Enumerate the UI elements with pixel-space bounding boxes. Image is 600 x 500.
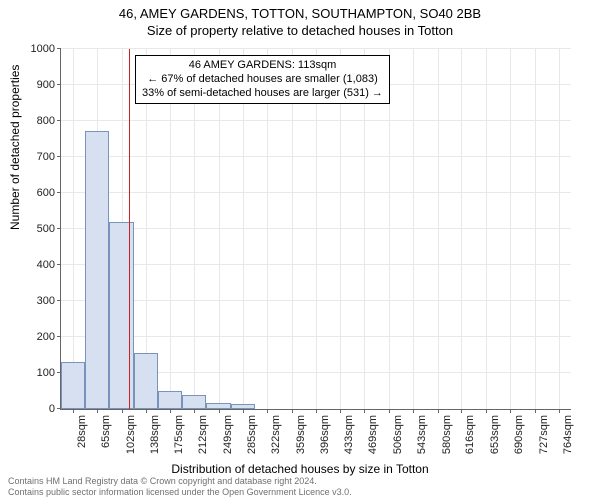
xtick-label: 359sqm (295, 415, 307, 465)
histogram-bar (231, 404, 255, 409)
xtick-label: 469sqm (367, 415, 379, 465)
ytick-mark (57, 300, 61, 301)
gridline-v (510, 49, 511, 409)
xtick-label: 764sqm (562, 415, 574, 465)
gridline-v (73, 49, 74, 409)
histogram-bar (61, 362, 85, 409)
xtick-label: 102sqm (125, 415, 137, 465)
ytick-label: 0 (15, 403, 55, 415)
ytick-mark (57, 264, 61, 265)
xtick-mark (146, 409, 147, 413)
xtick-label: 212sqm (197, 415, 209, 465)
xtick-label: 690sqm (513, 415, 525, 465)
ytick-label: 400 (15, 259, 55, 271)
xtick-mark (364, 409, 365, 413)
x-axis-title: Distribution of detached houses by size … (0, 462, 600, 476)
histogram-bar (85, 131, 109, 409)
xtick-mark (535, 409, 536, 413)
ytick-mark (57, 228, 61, 229)
ytick-label: 800 (15, 115, 55, 127)
xtick-label: 322sqm (270, 415, 282, 465)
annotation-marker-line (129, 49, 130, 409)
annotation-line-3: 33% of semi-detached houses are larger (… (142, 87, 383, 101)
xtick-label: 506sqm (392, 415, 404, 465)
gridline-v (559, 49, 560, 409)
xtick-label: 396sqm (319, 415, 331, 465)
xtick-mark (170, 409, 171, 413)
xtick-label: 28sqm (76, 415, 88, 465)
gridline-v (438, 49, 439, 409)
xtick-mark (461, 409, 462, 413)
xtick-label: 727sqm (538, 415, 550, 465)
xtick-mark (122, 409, 123, 413)
plot-region: 0100200300400500600700800900100028sqm65s… (60, 49, 571, 410)
xtick-label: 138sqm (149, 415, 161, 465)
ytick-label: 100 (15, 367, 55, 379)
histogram-bar (134, 353, 158, 409)
ytick-mark (57, 48, 61, 49)
xtick-mark (292, 409, 293, 413)
histogram-bar (182, 395, 206, 409)
ytick-mark (57, 192, 61, 193)
gridline-v (461, 49, 462, 409)
xtick-mark (219, 409, 220, 413)
xtick-label: 249sqm (222, 415, 234, 465)
xtick-label: 543sqm (416, 415, 428, 465)
histogram-bar (206, 403, 230, 409)
xtick-label: 616sqm (464, 415, 476, 465)
histogram-bar (158, 391, 182, 409)
footer-line-1: Contains HM Land Registry data © Crown c… (8, 476, 352, 487)
annotation-line-1: 46 AMEY GARDENS: 113sqm (142, 59, 383, 73)
footer-line-2: Contains public sector information licen… (8, 487, 352, 498)
xtick-mark (413, 409, 414, 413)
ytick-mark (57, 120, 61, 121)
xtick-mark (267, 409, 268, 413)
annotation-line-2: ← 67% of detached houses are smaller (1,… (142, 73, 383, 87)
xtick-mark (510, 409, 511, 413)
xtick-label: 580sqm (441, 415, 453, 465)
ytick-label: 1000 (15, 43, 55, 55)
footer-attribution: Contains HM Land Registry data © Crown c… (8, 476, 352, 498)
xtick-mark (97, 409, 98, 413)
ytick-label: 200 (15, 331, 55, 343)
xtick-mark (243, 409, 244, 413)
chart-title-main: 46, AMEY GARDENS, TOTTON, SOUTHAMPTON, S… (0, 0, 600, 21)
xtick-mark (316, 409, 317, 413)
xtick-label: 433sqm (343, 415, 355, 465)
ytick-label: 600 (15, 187, 55, 199)
xtick-mark (389, 409, 390, 413)
ytick-label: 700 (15, 151, 55, 163)
ytick-label: 900 (15, 79, 55, 91)
ytick-label: 500 (15, 223, 55, 235)
xtick-label: 175sqm (173, 415, 185, 465)
ytick-label: 300 (15, 295, 55, 307)
ytick-mark (57, 84, 61, 85)
ytick-mark (57, 336, 61, 337)
xtick-mark (340, 409, 341, 413)
xtick-mark (438, 409, 439, 413)
gridline-v (413, 49, 414, 409)
ytick-mark (57, 156, 61, 157)
xtick-mark (486, 409, 487, 413)
chart-area: 0100200300400500600700800900100028sqm65s… (60, 50, 570, 410)
xtick-label: 285sqm (246, 415, 258, 465)
gridline-v (535, 49, 536, 409)
xtick-mark (194, 409, 195, 413)
annotation-box: 46 AMEY GARDENS: 113sqm← 67% of detached… (135, 55, 390, 104)
xtick-label: 65sqm (100, 415, 112, 465)
gridline-v (486, 49, 487, 409)
xtick-mark (559, 409, 560, 413)
chart-title-sub: Size of property relative to detached ho… (0, 23, 600, 38)
xtick-label: 653sqm (489, 415, 501, 465)
xtick-mark (73, 409, 74, 413)
